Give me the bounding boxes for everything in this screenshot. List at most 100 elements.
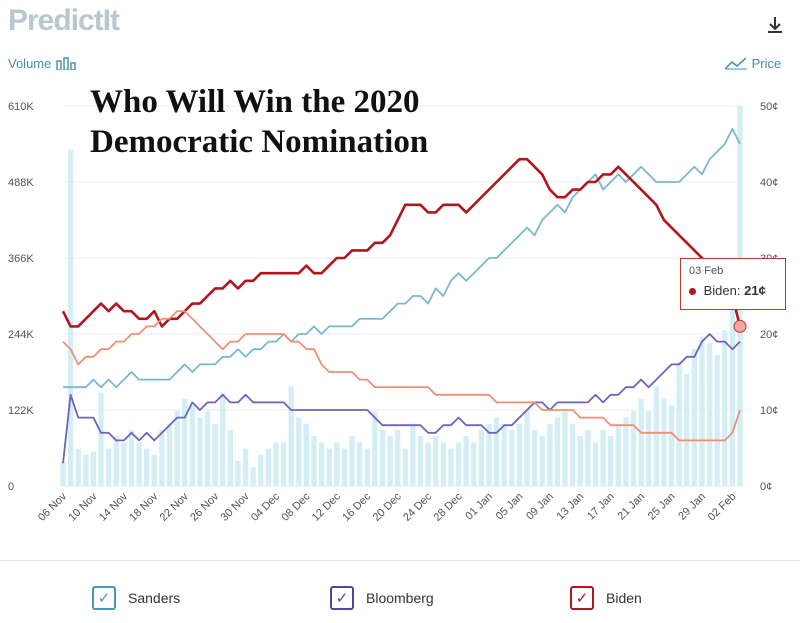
volume-bar	[75, 448, 81, 486]
tooltip-value-row: Biden: 21¢	[689, 283, 777, 298]
price-chart[interactable]: 00¢122K10¢244K20¢366K30¢488K40¢610K50¢06…	[0, 0, 800, 560]
legend-label-biden: Biden	[606, 590, 642, 606]
x-tick-label: 26 Nov	[188, 490, 221, 523]
volume-bar	[197, 417, 203, 486]
volume-bar	[691, 348, 697, 486]
volume-bar	[539, 436, 545, 486]
y-right-tick-label: 40¢	[760, 177, 778, 189]
volume-bar	[144, 448, 150, 486]
y-right-tick-label: 20¢	[760, 329, 778, 341]
volume-bar	[646, 411, 652, 486]
volume-bar	[493, 417, 500, 486]
volume-bar	[448, 448, 454, 486]
legend-item-biden[interactable]: ✓ Biden	[570, 586, 642, 610]
tooltip-date: 03 Feb	[689, 265, 724, 277]
download-icon[interactable]	[764, 14, 786, 36]
volume-bar	[273, 442, 279, 486]
volume-bar	[600, 429, 606, 486]
volume-bar	[661, 398, 667, 486]
price-label: Price	[751, 56, 782, 71]
x-tick-label: 09 Jan	[524, 491, 556, 523]
volume-bar	[151, 454, 157, 486]
checkbox-checked-icon[interactable]: ✓	[330, 586, 354, 610]
predictit-logo: PredictIt	[8, 4, 120, 37]
volume-bar	[592, 442, 599, 486]
hover-tooltip: 03 Feb Biden: 21¢	[680, 258, 786, 310]
y-left-tick-label: 366K	[8, 253, 34, 265]
volume-bar	[570, 423, 576, 486]
volume-bar	[684, 373, 690, 486]
series-line-biden	[61, 157, 742, 328]
volume-bar	[288, 386, 294, 486]
series-line-sanders	[63, 127, 741, 389]
x-tick-label: 13 Jan	[555, 491, 587, 523]
volume-bar	[402, 448, 408, 486]
volume-bar	[159, 429, 165, 486]
volume-bar	[440, 442, 446, 486]
volume-bar	[676, 361, 682, 486]
x-tick-label: 06 Nov	[36, 490, 69, 523]
series-line-bloomberg	[62, 333, 741, 464]
y-left-tick-label: 122K	[8, 405, 34, 417]
volume-bar	[722, 330, 728, 486]
volume-bar	[516, 423, 523, 486]
volume-bar	[433, 436, 439, 486]
volume-bar	[265, 448, 272, 486]
volume-axis-toggle[interactable]: Volume	[8, 56, 77, 71]
chart-title-line-1: Who Will Win the 2020	[90, 84, 420, 120]
x-tick-label: 14 Nov	[97, 490, 130, 523]
volume-bar	[235, 461, 241, 486]
volume-bar	[729, 299, 736, 486]
volume-bar	[585, 429, 591, 486]
volume-bar	[630, 411, 637, 486]
chart-title-line-2: Democratic Nomination	[90, 124, 429, 160]
volume-label: Volume	[8, 56, 52, 71]
volume-bar	[364, 448, 370, 486]
volume-bar	[83, 454, 89, 486]
volume-bar	[395, 429, 401, 486]
volume-bar	[204, 411, 211, 486]
legend-item-bloomberg[interactable]: ✓ Bloomberg	[330, 586, 434, 610]
tooltip-series: Biden:	[703, 283, 741, 298]
volume-bar	[220, 392, 226, 486]
x-tick-label: 29 Jan	[676, 491, 708, 523]
y-left-tick-label: 0	[8, 481, 14, 493]
volume-bar	[379, 429, 386, 486]
volume-bar	[212, 423, 218, 486]
volume-bar	[577, 436, 583, 486]
volume-bar	[227, 429, 233, 486]
volume-bar	[478, 429, 485, 486]
x-tick-label: 25 Jan	[646, 491, 678, 523]
price-axis-toggle[interactable]: Price	[724, 56, 781, 71]
volume-bar	[280, 442, 287, 486]
x-tick-label: 21 Jan	[615, 491, 647, 523]
volume-bar	[341, 448, 348, 486]
legend-label-bloomberg: Bloomberg	[366, 590, 434, 606]
volume-bar	[242, 448, 249, 486]
chart-title: Who Will Win the 2020 Democratic Nominat…	[90, 82, 428, 162]
volume-bar	[372, 411, 378, 486]
x-tick-label: 24 Dec	[401, 490, 434, 523]
series-line-biden-ghost-orange	[62, 310, 741, 442]
volume-bar	[318, 442, 325, 486]
legend-item-sanders[interactable]: ✓ Sanders	[92, 586, 180, 610]
x-tick-label: 17 Jan	[585, 491, 617, 523]
legend-label-sanders: Sanders	[128, 590, 181, 606]
checkbox-checked-icon[interactable]: ✓	[570, 586, 594, 610]
volume-bar	[425, 442, 431, 486]
volume-bar	[531, 429, 538, 486]
volume-bar	[668, 405, 675, 486]
checkbox-checked-icon[interactable]: ✓	[92, 586, 116, 610]
line-chart-icon	[724, 57, 747, 70]
volume-bar	[486, 423, 492, 486]
volume-bar	[455, 442, 462, 486]
volume-bar	[547, 423, 553, 486]
volume-bar	[303, 423, 310, 486]
y-left-tick-label: 488K	[8, 177, 34, 189]
volume-bar	[311, 436, 317, 486]
x-tick-label: 01 Jan	[463, 491, 495, 523]
tooltip-dot-icon	[689, 288, 696, 295]
volume-bar	[60, 461, 66, 486]
volume-bar	[714, 355, 720, 486]
volume-bar	[501, 423, 507, 486]
